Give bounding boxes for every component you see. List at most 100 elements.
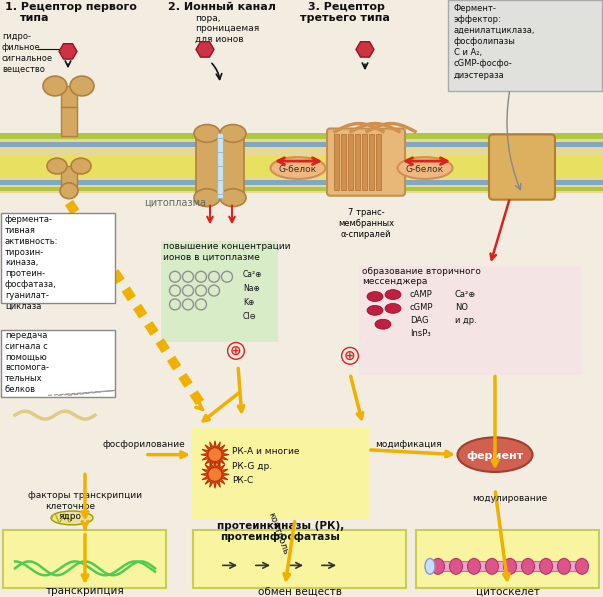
Text: фермента-
тивная
активность:
тирозин-
киназа,
протеин-
фосфатаза,
гуанилат-
цикл: фермента- тивная активность: тирозин- ки… bbox=[5, 216, 58, 310]
Text: G-белок: G-белок bbox=[279, 165, 317, 174]
Text: InsP₃: InsP₃ bbox=[410, 328, 431, 337]
Text: модификация: модификация bbox=[375, 440, 441, 450]
Ellipse shape bbox=[375, 319, 391, 329]
Ellipse shape bbox=[540, 558, 552, 574]
Text: cAMP: cAMP bbox=[410, 290, 433, 299]
Bar bbox=[334, 134, 339, 190]
Text: обмен веществ: обмен веществ bbox=[258, 586, 342, 596]
Bar bbox=[0, 134, 603, 193]
Ellipse shape bbox=[522, 558, 534, 574]
Bar bbox=[0, 180, 603, 185]
Text: передача
сигнала с
помощью
вспомога-
тельных
белков: передача сигнала с помощью вспомога- тел… bbox=[5, 331, 49, 394]
FancyBboxPatch shape bbox=[359, 266, 581, 374]
Text: ядро: ядро bbox=[58, 512, 81, 521]
Polygon shape bbox=[201, 461, 229, 488]
Text: NO: NO bbox=[455, 303, 468, 312]
Text: РК-C: РК-C bbox=[232, 476, 253, 485]
Bar bbox=[430, 561, 585, 571]
Text: 3. Рецептор: 3. Рецептор bbox=[308, 2, 385, 12]
Text: третьего типа: третьего типа bbox=[300, 13, 390, 23]
FancyBboxPatch shape bbox=[489, 134, 555, 199]
FancyBboxPatch shape bbox=[161, 241, 278, 342]
Ellipse shape bbox=[194, 189, 220, 207]
Text: РК-А и многие: РК-А и многие bbox=[232, 447, 300, 456]
Ellipse shape bbox=[194, 125, 220, 142]
Text: Фермент-
эффектор:
аденилатциклаза,
фосфолипазы
С и А₂,
cGMP-фосфо-
диэстераза: Фермент- эффектор: аденилатциклаза, фосф… bbox=[454, 4, 535, 79]
Ellipse shape bbox=[70, 76, 94, 96]
Ellipse shape bbox=[504, 558, 517, 574]
Bar bbox=[369, 134, 374, 190]
Text: фермент: фермент bbox=[466, 451, 523, 461]
Ellipse shape bbox=[60, 183, 78, 199]
Bar bbox=[362, 134, 367, 190]
Ellipse shape bbox=[467, 558, 481, 574]
Text: пора,
проницаемая
для ионов: пора, проницаемая для ионов bbox=[195, 14, 259, 44]
Ellipse shape bbox=[208, 467, 222, 481]
Text: контроль: контроль bbox=[266, 511, 290, 556]
Ellipse shape bbox=[271, 157, 326, 179]
FancyBboxPatch shape bbox=[448, 0, 602, 91]
Bar bbox=[61, 107, 77, 136]
Text: цитоскелет: цитоскелет bbox=[476, 586, 540, 596]
Ellipse shape bbox=[220, 125, 246, 142]
Ellipse shape bbox=[43, 76, 67, 96]
FancyBboxPatch shape bbox=[194, 530, 406, 587]
Text: cGMP: cGMP bbox=[410, 303, 434, 312]
Ellipse shape bbox=[558, 558, 570, 574]
Text: РК-G др.: РК-G др. bbox=[232, 462, 272, 471]
Ellipse shape bbox=[367, 306, 383, 315]
Ellipse shape bbox=[449, 558, 463, 574]
Bar bbox=[61, 166, 77, 186]
Bar bbox=[348, 134, 353, 190]
Ellipse shape bbox=[485, 558, 499, 574]
Text: 2. Ионный канал: 2. Ионный канал bbox=[168, 2, 276, 12]
Text: K⊕: K⊕ bbox=[243, 298, 254, 307]
Text: цитоплазма: цитоплазма bbox=[144, 198, 206, 208]
Bar bbox=[217, 134, 223, 198]
FancyBboxPatch shape bbox=[192, 429, 370, 521]
Text: Na⊕: Na⊕ bbox=[243, 284, 260, 293]
Text: клеточное: клеточное bbox=[45, 502, 95, 511]
Text: модулирование: модулирование bbox=[472, 494, 548, 503]
Text: ⊕: ⊕ bbox=[230, 344, 242, 358]
FancyBboxPatch shape bbox=[222, 131, 244, 199]
Ellipse shape bbox=[367, 291, 383, 301]
Text: 7 транс-
мембранных
α-спиралей: 7 транс- мембранных α-спиралей bbox=[338, 208, 394, 239]
Bar bbox=[355, 134, 360, 190]
Text: фосфорилование: фосфорилование bbox=[103, 440, 185, 450]
Bar bbox=[341, 134, 346, 190]
Ellipse shape bbox=[51, 511, 93, 525]
Text: Cl⊖: Cl⊖ bbox=[243, 312, 257, 321]
Text: повышение концентрации
ионов в цитоплазме: повышение концентрации ионов в цитоплазм… bbox=[163, 242, 291, 261]
Ellipse shape bbox=[385, 290, 401, 300]
Text: и др.: и др. bbox=[455, 316, 477, 325]
Bar bbox=[376, 134, 381, 190]
Ellipse shape bbox=[71, 158, 91, 174]
Ellipse shape bbox=[385, 303, 401, 313]
Text: G-белок: G-белок bbox=[406, 165, 444, 174]
FancyBboxPatch shape bbox=[327, 128, 405, 196]
Bar bbox=[61, 86, 77, 107]
Ellipse shape bbox=[220, 189, 246, 207]
Ellipse shape bbox=[432, 558, 444, 574]
FancyBboxPatch shape bbox=[1, 330, 116, 397]
Bar bbox=[0, 187, 603, 191]
Bar bbox=[0, 156, 603, 178]
Bar bbox=[0, 134, 603, 139]
Text: ⊕: ⊕ bbox=[344, 349, 356, 363]
Polygon shape bbox=[201, 441, 229, 469]
Ellipse shape bbox=[425, 558, 435, 574]
Text: гидро-
фильное
сигнальное
вещество: гидро- фильное сигнальное вещество bbox=[2, 32, 53, 74]
Ellipse shape bbox=[397, 157, 452, 179]
Ellipse shape bbox=[458, 438, 532, 472]
Text: DAG: DAG bbox=[410, 316, 429, 325]
FancyBboxPatch shape bbox=[1, 213, 116, 303]
FancyBboxPatch shape bbox=[417, 530, 599, 587]
Ellipse shape bbox=[208, 448, 222, 461]
FancyBboxPatch shape bbox=[196, 131, 218, 199]
Text: протеинкиназы (РК),
протеинфосфатазы: протеинкиназы (РК), протеинфосфатазы bbox=[217, 521, 344, 543]
Text: Ca²⊕: Ca²⊕ bbox=[243, 270, 262, 279]
Text: типа: типа bbox=[20, 13, 49, 23]
Bar bbox=[0, 142, 603, 147]
Text: факторы транскрипции: факторы транскрипции bbox=[28, 491, 142, 500]
